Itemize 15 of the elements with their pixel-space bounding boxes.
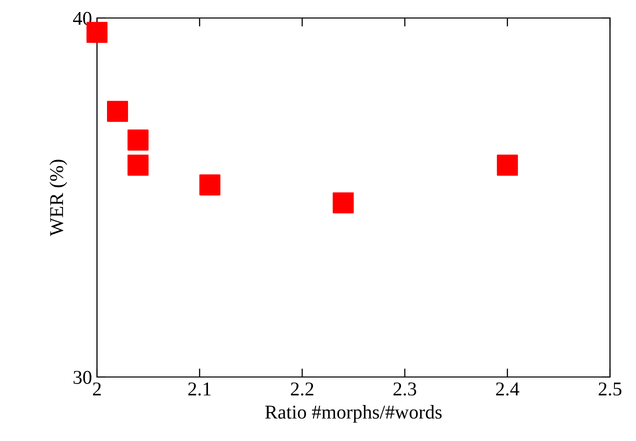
x-tick-label: 2.5 bbox=[598, 382, 622, 396]
point bbox=[128, 130, 149, 151]
x-tick-label: 2.4 bbox=[496, 382, 520, 396]
point bbox=[496, 154, 518, 176]
point bbox=[107, 100, 128, 122]
x-axis-title: Ratio #morphs/#words bbox=[265, 405, 442, 423]
x-tick-label: 2.2 bbox=[290, 382, 314, 396]
x-tick-label: 2.3 bbox=[394, 382, 416, 396]
y-tick-label: 30 bbox=[74, 370, 92, 384]
point bbox=[128, 154, 149, 176]
point bbox=[199, 174, 220, 196]
point bbox=[332, 192, 354, 214]
x-tick-label: 2.1 bbox=[188, 382, 211, 396]
y-axis-title: WER (%) bbox=[50, 160, 68, 236]
x-tick-label: 2 bbox=[92, 382, 101, 396]
